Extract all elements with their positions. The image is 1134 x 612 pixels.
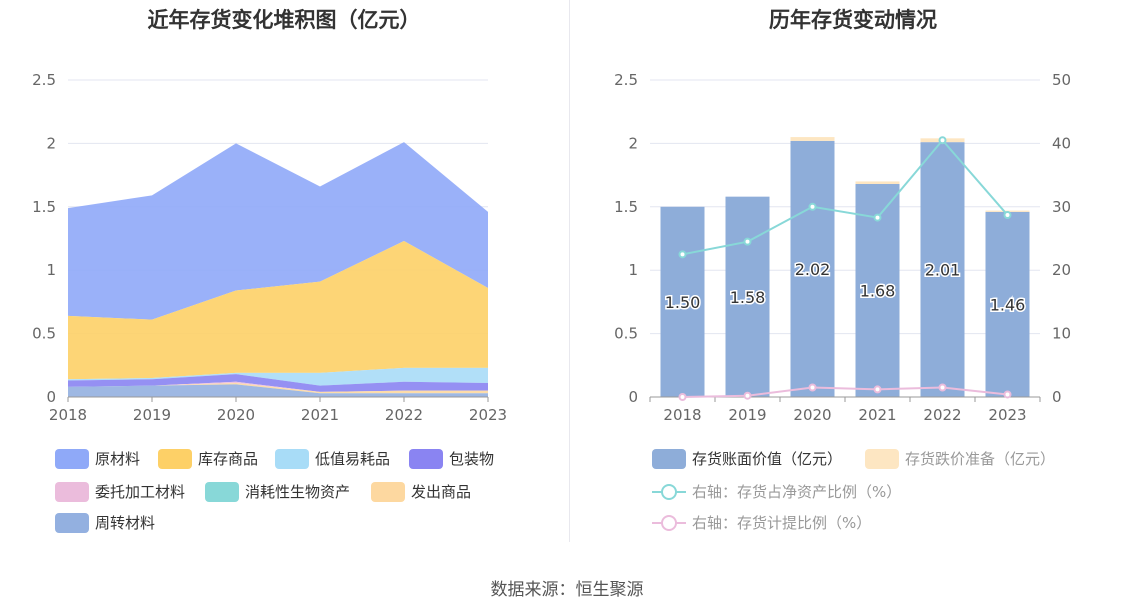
y-tick-label: 1 [628,261,638,279]
bar-impairment [790,137,835,141]
legend-marker [661,484,677,500]
y2-tick-label: 30 [1052,198,1071,216]
legend-label: 低值易耗品 [315,450,391,468]
line-point [1003,211,1012,220]
bar-book-value [985,211,1030,397]
bar-book-value [790,140,835,397]
line-point [808,202,817,211]
bar-impairment [855,181,900,184]
area-委托加工材料 [68,381,488,392]
x-tick-label: 2018 [49,406,87,424]
stacked-area-chart-panel: 近年存货变化堆积图（亿元） 0 0.5 1 1.5 2 2.5 2018 2019 2020 20… [0,0,568,545]
y-tick-label: 2.5 [614,71,638,89]
legend-label: 右轴：存货计提比例（%） [692,514,872,532]
bar-data-label: 1.50 [665,293,701,312]
line-inventory-to-net-assets [682,138,1009,256]
legend-label: 库存商品 [198,450,259,468]
legend-marker [661,515,677,531]
y-tick-label: 1.5 [614,198,638,216]
x-tick-label: 2022 [385,406,423,424]
y2-tick-label: 40 [1052,134,1071,152]
y-tick-label: 0 [628,388,638,406]
x-tick-label: 2023 [469,406,507,424]
legend-label: 发出商品 [411,483,472,501]
x-tick-label: 2020 [793,406,831,424]
legend-label: 原材料 [95,450,141,468]
legend-swatch [55,513,89,533]
x-tick-label: 2019 [133,406,171,424]
y-tick-label: 2 [628,134,638,152]
legend-label: 周转材料 [95,514,156,532]
x-tick-label: 2021 [301,406,339,424]
legend-swatch [205,482,239,502]
line-point [1003,390,1012,399]
legend-swatch [865,449,899,469]
x-tick-label: 2022 [923,406,961,424]
area-周转材料 [68,384,488,397]
bar-line-chart-panel: 历年存货变动情况 0 0.5 1 1.5 2 2.5 0 10 20 30 40 50 2018 2019… [572,0,1134,545]
left-chart-title: 近年存货变化堆积图（亿元） [147,8,421,32]
y-tick-label: 0.5 [32,325,56,343]
x-tick-label: 2023 [988,406,1026,424]
line-point [938,136,947,145]
bar-line-chart: 0 0.5 1 1.5 2 2.5 0 10 20 30 40 50 2018 2019 2020 2021 2… [614,71,1071,424]
line-point [808,383,817,392]
y2-tick-label: 0 [1052,388,1062,406]
y-tick-label: 1 [46,261,56,279]
legend-swatch [409,449,443,469]
area-发出商品 [68,383,488,394]
bar-data-label: 1.68 [860,281,896,300]
bar-book-value [920,142,965,397]
legend-label: 右轴：存货占净资产比例（%） [692,483,902,501]
legend-label: 消耗性生物资产 [245,483,351,501]
line-impairment-ratio [682,386,1008,398]
right-chart-title: 历年存货变动情况 [769,8,937,32]
y2-tick-label: 50 [1052,71,1071,89]
x-tick-label: 2019 [728,406,766,424]
panel-divider [569,0,570,542]
legend-swatch [371,482,405,502]
line-point [938,383,947,392]
legend-label: 包装物 [449,450,495,468]
y-tick-label: 1.5 [32,198,56,216]
line-point [873,213,882,222]
area-低值易耗品 [68,367,488,386]
legend-swatch [55,449,89,469]
legend-label: 委托加工材料 [95,483,186,501]
legend-swatch [55,482,89,502]
legend-swatch [158,449,192,469]
line-point [873,385,882,394]
legend-swatch [275,449,309,469]
legend-swatch [652,449,686,469]
x-tick-label: 2021 [858,406,896,424]
legend-label: 存货跌价准备（亿元） [905,450,1056,468]
y-tick-label: 2 [46,134,56,152]
legend-label: 存货账面价值（亿元） [692,450,843,468]
x-tick-label: 2018 [663,406,701,424]
stacked-area-chart: 0 0.5 1 1.5 2 2.5 2018 2019 2020 2021 2022 2023 [32,71,507,424]
y-tick-label: 2.5 [32,71,56,89]
line-point [743,237,752,246]
area-包装物 [68,374,488,392]
bar-data-label: 2.02 [795,260,831,279]
legend-line-swatch [652,515,686,531]
y2-tick-label: 10 [1052,325,1071,343]
y-tick-label: 0 [46,388,56,406]
line-point [743,391,752,400]
bar-data-label: 1.46 [990,295,1026,314]
x-tick-label: 2020 [217,406,255,424]
bar-data-label: 1.58 [730,288,766,307]
y2-tick-label: 20 [1052,261,1071,279]
y-tick-label: 0.5 [614,325,638,343]
line-point [678,250,687,259]
line-point [678,393,687,401]
legend-line-swatch [652,484,686,500]
bar-data-label: 2.01 [925,261,961,280]
bar-book-value [660,206,705,397]
area-库存商品 [68,241,488,380]
data-source-note: 数据来源：恒生聚源 [490,580,644,600]
bar-book-value [725,196,770,397]
area-原材料 [68,142,488,320]
